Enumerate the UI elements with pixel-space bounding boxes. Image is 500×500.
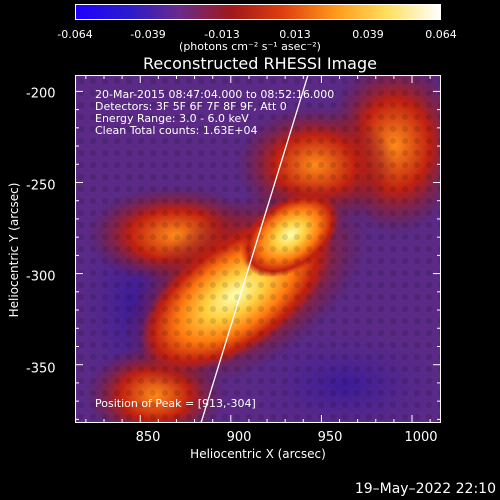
time-range: 20-Mar-2015 08:47:04.000 to 08:52:16.000	[95, 88, 335, 101]
pixel-texture	[75, 75, 441, 423]
x-tick-label: 900	[226, 430, 252, 445]
y-axis-label: Heliocentric Y (arcsec)	[7, 182, 21, 318]
colorbar-tick: 0.013	[279, 28, 311, 41]
clean-counts: Clean Total counts: 1.63E+04	[95, 124, 258, 137]
x-tick-label: 850	[135, 430, 161, 445]
footer-date: 19–May–2022 22:10	[354, 481, 496, 497]
solar-limb-line	[200, 75, 309, 423]
x-tick-label: 950	[317, 430, 343, 445]
y-tick-label: -200	[26, 86, 56, 102]
x-tick-label: 1000	[404, 430, 438, 445]
colorbar-tick: -0.064	[57, 28, 93, 41]
colorbar	[75, 4, 441, 20]
peak-position: Position of Peak = [913,-304]	[95, 397, 256, 410]
image-title: Reconstructed RHESSI Image	[143, 54, 377, 73]
colorbar-tick: -0.039	[130, 28, 166, 41]
colorbar-tick: 0.064	[425, 28, 457, 41]
energy-range: Energy Range: 3.0 - 6.0 keV	[95, 112, 249, 125]
plot-frame	[75, 75, 441, 423]
y-tick-label: -250	[26, 178, 56, 194]
y-tick-label: -300	[26, 269, 56, 285]
colorbar-unit: (photons cm⁻² s⁻¹ asec⁻²)	[179, 40, 321, 53]
x-axis-label: Heliocentric X (arcsec)	[190, 447, 326, 461]
colorbar-tick: -0.013	[204, 28, 240, 41]
rhessi-image-plot	[75, 75, 441, 423]
detectors-info: Detectors: 3F 5F 6F 7F 8F 9F, Att 0	[95, 100, 287, 113]
colorbar-tick: 0.039	[352, 28, 384, 41]
y-tick-label: -350	[26, 361, 56, 377]
colorbar-tick-labels: -0.064 -0.039 -0.013 0.013 0.039 0.064	[0, 0, 500, 60]
rhessi-image	[75, 75, 441, 423]
